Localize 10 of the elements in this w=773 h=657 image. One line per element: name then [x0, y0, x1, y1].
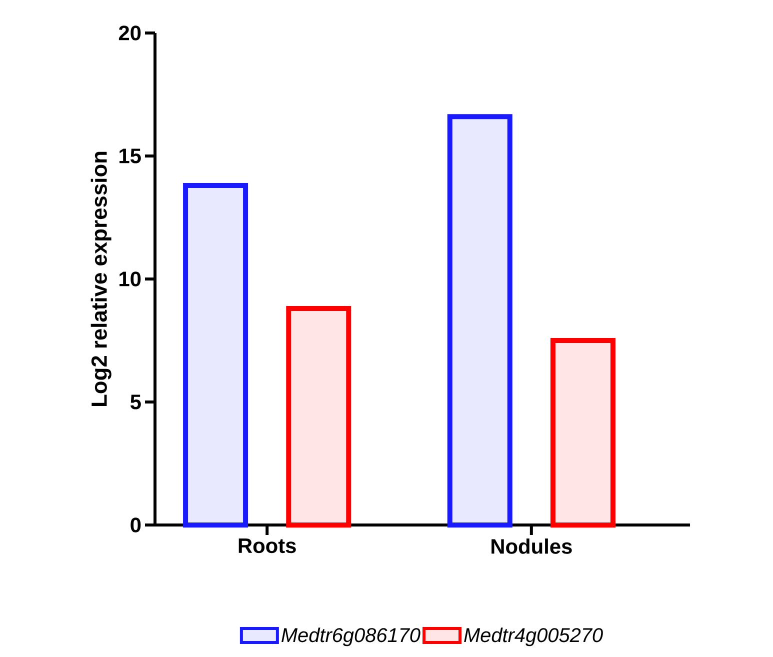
- y-tick-label: 15: [120, 148, 141, 164]
- legend-label: Medtr6g086170: [282, 628, 420, 646]
- y-tick-label: 5: [130, 394, 141, 410]
- y-tick-label: 0: [130, 518, 141, 532]
- y-tick-label: 20: [118, 26, 141, 40]
- legend-label: Medtr4g005270: [464, 628, 603, 646]
- y-axis-title: Log2 relative expression: [90, 152, 112, 406]
- y-tick-label: 10: [120, 272, 141, 286]
- x-tick-label: Roots: [238, 538, 296, 554]
- x-tick-label: Nodules: [492, 538, 572, 554]
